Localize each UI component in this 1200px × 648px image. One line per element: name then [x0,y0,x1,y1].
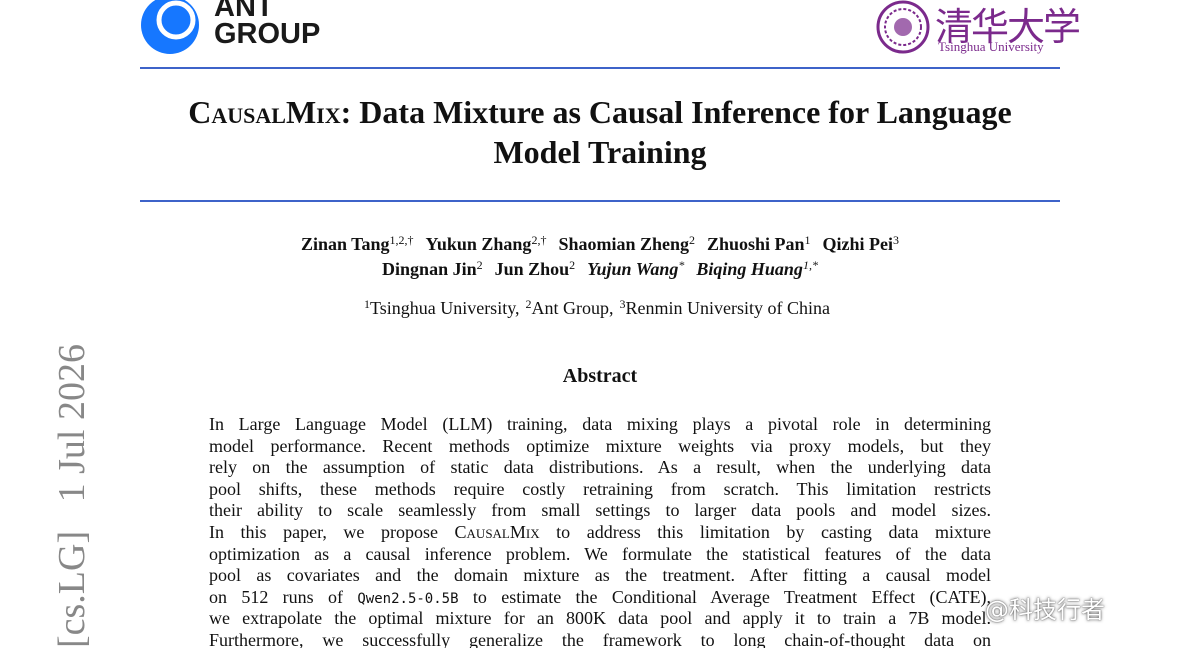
author: Jun Zhou2 [495,259,576,279]
abstract-text: In this paper, we propose [209,522,455,542]
author-line: Zinan Tang1,2,† Yukun Zhang2,† Shaomian Zh… [100,234,1100,255]
arxiv-sidebar: [cs.LG] 1 Jul 2026 [51,344,93,648]
abstract-text: pool shifts, these methods require costl… [209,478,991,499]
author: Dingnan Jin2 [382,259,483,279]
author-name: Yujun Wang [587,259,679,279]
affiliation-sup: 2 [525,297,532,311]
abstract-text: to address this limitation by casting da… [539,522,992,542]
affiliation: 2Ant Group, [526,298,614,318]
author-sup: 2 [569,258,576,272]
author-sup: 2,† [531,233,547,247]
abstract-text: optimization as a causal inference probl… [209,543,991,564]
tsinghua-chinese: 清华大学 [935,5,1081,49]
author-name: Biqing Huang [696,259,803,279]
title-text: : Data Mixture as Causal Inference for L… [340,94,1012,130]
title-text: Model Training [493,134,707,170]
ant-logo-text: ANT GROUP [214,0,321,50]
affiliation-sup: 3 [619,297,626,311]
title-rule [140,200,1060,202]
ant-logo-mark [141,0,199,54]
abstract-line: In Large Language Model (LLM) training, … [209,414,991,434]
abstract-text: on 512 runs of [209,586,358,607]
watermark: @科技行者 [985,596,1105,624]
author-sup: 1,2,† [389,233,414,247]
abstract-text: Furthermore, we successfully generalize … [209,630,991,648]
author: Qizhi Pei3 [823,234,900,254]
abstract-line: their ability to scale seamlessly from s… [209,500,991,520]
abstract-line: Furthermore, we successfully generalize … [209,630,991,648]
abstract-line: rely on the assumption of static data di… [209,457,991,477]
affiliation-name: Tsinghua University, [369,298,520,318]
author-name: Zhuoshi Pan [706,234,805,254]
logo-word: GROUP [214,18,321,50]
author: Yukun Zhang2,† [426,234,547,254]
author-sup: 2 [688,233,695,247]
abstract-line: optimization as a causal inference probl… [209,544,991,564]
author-sup: 1,* [802,258,818,272]
author-name: Zinan Tang [300,234,390,254]
affiliation-name: Renmin University of China [625,298,831,318]
abstract-text: model performance. Recent methods optimi… [209,435,991,456]
author-sup: 2 [476,258,483,272]
affiliations: 1Tsinghua University, 2Ant Group, 3Renmin … [100,298,1100,319]
abstract-text: pool as covariates and the domain mixtur… [209,565,991,586]
tsinghua-english: Tsinghua University [938,39,1044,54]
abstract-text: In Large Language Model (LLM) training, … [209,414,991,434]
affiliation: 1Tsinghua University, [364,298,520,318]
abstract-line: on 512 runs of Qwen2.5-0.5B to estimate … [209,587,991,609]
abstract-line: pool shifts, these methods require costl… [209,479,991,499]
author: Biqing Huang1,* [696,259,818,279]
author: Zinan Tang1,2,† [301,234,414,254]
abstract-line: In this paper, we propose CausalMix to a… [209,522,991,542]
author: Yujun Wang* [587,259,684,279]
abstract-text: we extrapolate the optimal mixture for a… [209,608,991,629]
title-line: Model Training [100,134,1100,171]
author-line: Dingnan Jin2 Jun Zhou2 Yujun Wang* Biqing H… [100,259,1100,280]
abstract-text: their ability to scale seamlessly from s… [209,500,991,521]
abstract-text: Qwen2.5-0.5B [357,590,459,607]
author-name: Shaomian Zheng [558,234,689,254]
author-sup: 1 [804,233,811,247]
affiliation-name: Ant Group, [531,298,614,318]
abstract-line: model performance. Recent methods optimi… [209,436,991,456]
affiliation: 3Renmin University of China [620,298,830,318]
author-name: Jun Zhou [494,259,570,279]
affiliation-sup: 1 [363,297,370,311]
author-name: Qizhi Pei [822,234,894,254]
abstract-heading: Abstract [562,365,638,387]
author-sup: 3 [893,233,900,247]
author-name: Yukun Zhang [425,234,532,254]
title-line: CausalMix: Data Mixture as Causal Infere… [100,94,1100,131]
abstract-line: we extrapolate the optimal mixture for a… [209,608,991,628]
abstract-text: to estimate the Conditional Average Trea… [458,586,991,607]
title-name: CausalMix [188,94,341,130]
author: Zhuoshi Pan1 [707,234,811,254]
abstract-text: CausalMix [454,522,540,542]
author: Shaomian Zheng2 [558,234,695,254]
abstract-text: rely on the assumption of static data di… [209,457,991,478]
author-sup: * [678,258,685,272]
header-rule [140,67,1060,69]
logo-word: ANT [214,0,274,23]
abstract-line: pool as covariates and the domain mixtur… [209,565,991,585]
tsinghua-seal [876,0,930,54]
author-name: Dingnan Jin [382,259,477,279]
